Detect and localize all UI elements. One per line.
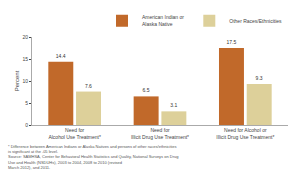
svg-text:6.5: 6.5: [143, 87, 150, 93]
svg-text:Need for Alcohol orIllicit Dru: Need for Alcohol orIllicit Drug Use Trea…: [216, 127, 274, 140]
svg-text:Percent: Percent: [14, 70, 20, 91]
svg-text:Need forAlcohol Use Treatment*: Need forAlcohol Use Treatment*: [48, 127, 101, 140]
svg-text:Need forIllicit Drug Use Treat: Need forIllicit Drug Use Treatment*: [131, 127, 189, 140]
svg-text:15: 15: [22, 56, 28, 62]
svg-text:7.6: 7.6: [85, 83, 92, 89]
svg-text:0: 0: [25, 122, 28, 128]
svg-text:10: 10: [22, 78, 28, 84]
svg-text:American Indian orAlaska Nativ: American Indian orAlaska Native: [142, 14, 184, 27]
svg-text:17.5: 17.5: [226, 39, 236, 45]
svg-text:14.4: 14.4: [56, 53, 66, 59]
svg-text:* Difference between American: * Difference between American Indians or…: [8, 144, 178, 170]
svg-text:3.1: 3.1: [170, 102, 177, 108]
svg-text:20: 20: [22, 34, 28, 40]
svg-text:Other Races/Ethnicities: Other Races/Ethnicities: [229, 18, 282, 24]
svg-text:5: 5: [25, 100, 28, 106]
svg-text:9.3: 9.3: [256, 75, 263, 81]
